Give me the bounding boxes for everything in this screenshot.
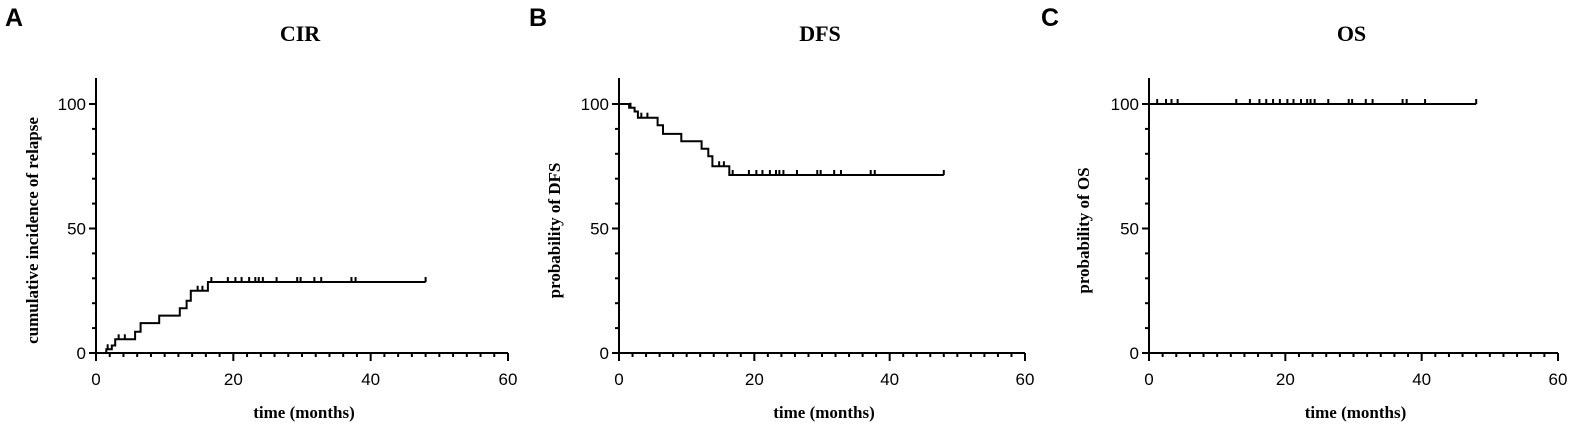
chart-title: CIR (280, 21, 321, 46)
y-tick-label: 50 (590, 220, 609, 239)
panel-c: C OS 0 50 100 0 20 40 60 time (months) probability… (1041, 4, 1567, 422)
x-tick-label: 40 (1412, 370, 1431, 389)
y-axis-label: cumulative incidence of relapse (23, 117, 42, 344)
x-axis-label: time (months) (773, 403, 875, 422)
x-tick-label: 40 (880, 370, 899, 389)
x-tick-label: 60 (499, 370, 518, 389)
chart-title: DFS (799, 21, 841, 46)
x-tick-label: 20 (1276, 370, 1295, 389)
x-tick-label: 60 (1549, 370, 1568, 389)
y-tick-label: 100 (581, 95, 609, 114)
x-tick-label: 40 (361, 370, 380, 389)
panel-letter: B (529, 4, 547, 32)
y-tick-label: 0 (1130, 344, 1139, 363)
panel-letter: C (1041, 4, 1059, 32)
y-tick-label: 100 (58, 95, 86, 114)
y-axis-label: probability of OS (1074, 167, 1093, 293)
panel-b: B DFS 0 50 100 0 20 40 60 time (months) probabilit… (529, 4, 1034, 422)
y-tick-label: 50 (67, 220, 86, 239)
y-tick-label: 100 (1111, 95, 1139, 114)
x-tick-label: 0 (614, 370, 623, 389)
y-axis-label: probability of DFS (545, 163, 564, 299)
panel-letter: A (5, 4, 23, 32)
x-tick-label: 0 (1144, 370, 1153, 389)
y-tick-label: 0 (77, 344, 86, 363)
chart-title: OS (1337, 21, 1366, 46)
x-axis-label: time (months) (1305, 403, 1407, 422)
y-tick-label: 50 (1120, 220, 1139, 239)
x-axis-label: time (months) (253, 403, 355, 422)
x-tick-label: 20 (745, 370, 764, 389)
x-tick-label: 20 (224, 370, 243, 389)
x-tick-label: 0 (91, 370, 100, 389)
x-tick-label: 60 (1016, 370, 1035, 389)
survival-curve (96, 281, 426, 354)
panel-a: A CIR 0 50 100 0 20 40 60 time (months) cumulative… (5, 4, 517, 422)
survival-curve (619, 103, 944, 176)
y-tick-label: 0 (600, 344, 609, 363)
